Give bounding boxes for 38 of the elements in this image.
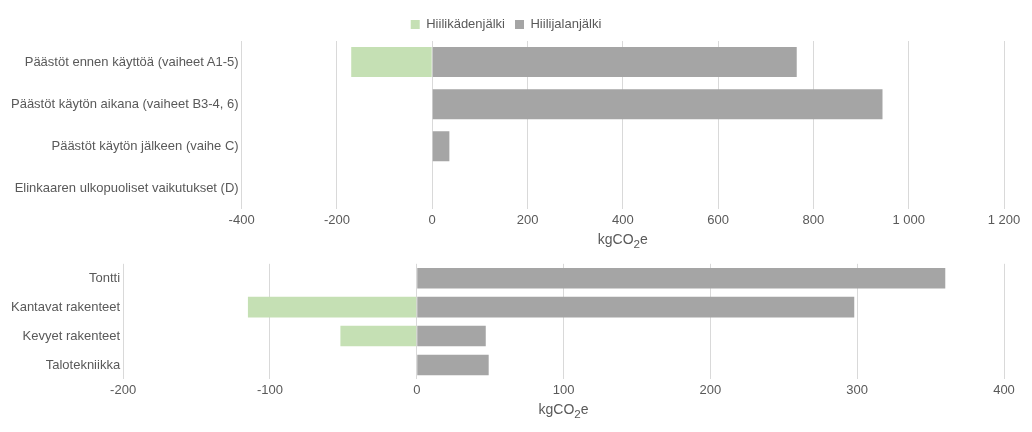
x-tick-label: 600 <box>707 211 729 227</box>
bar <box>417 296 855 318</box>
x-tick-label: 0 <box>428 211 436 227</box>
x-tick-label: -200 <box>323 211 350 227</box>
bar <box>417 267 946 289</box>
bar <box>432 47 797 78</box>
bar <box>247 296 417 318</box>
bar <box>432 89 883 120</box>
x-tick-label: -100 <box>256 381 283 397</box>
y-tick-label: Talotekniikka <box>45 356 121 372</box>
x-tick-label: 200 <box>516 211 539 227</box>
x-tick-label: 400 <box>611 211 634 227</box>
x-axis-title: kgCO$_{2}$e <box>538 401 589 420</box>
legend-label: Hiilijalanjälki <box>530 16 602 32</box>
x-tick-label: 400 <box>993 381 1015 397</box>
x-tick-label: 300 <box>846 381 869 397</box>
y-tick-label: Elinkaaren ulkopuoliset vaikutukset (D) <box>14 179 239 195</box>
x-tick-label: 100 <box>552 381 575 397</box>
y-tick-label: Päästöt ennen käyttöä (vaiheet A1-5) <box>24 53 239 69</box>
x-tick-label: -400 <box>228 211 255 227</box>
y-tick-label: Tontti <box>89 269 121 285</box>
bar <box>351 47 432 78</box>
bar <box>340 325 417 347</box>
y-tick-label: Päästöt käytön aikana (vaiheet B3-4, 6) <box>10 95 239 111</box>
x-tick-label: 1 000 <box>892 211 925 227</box>
x-tick-label: 800 <box>802 211 825 227</box>
x-tick-label: 200 <box>699 381 722 397</box>
y-tick-label: Kantavat rakenteet <box>10 298 121 314</box>
y-tick-label: Kevyet rakenteet <box>22 327 121 343</box>
bar <box>432 131 450 162</box>
x-axis-title: kgCO$_{2}$e <box>597 231 648 250</box>
x-tick-label: 0 <box>413 381 421 397</box>
x-tick-label: -200 <box>110 381 137 397</box>
bar <box>417 354 489 376</box>
bar <box>417 325 486 347</box>
x-tick-label: 1 200 <box>987 211 1021 227</box>
legend-label: Hiilikädenjälki <box>426 16 506 32</box>
y-tick-label: Päästöt käytön jälkeen (vaihe C) <box>51 137 239 153</box>
